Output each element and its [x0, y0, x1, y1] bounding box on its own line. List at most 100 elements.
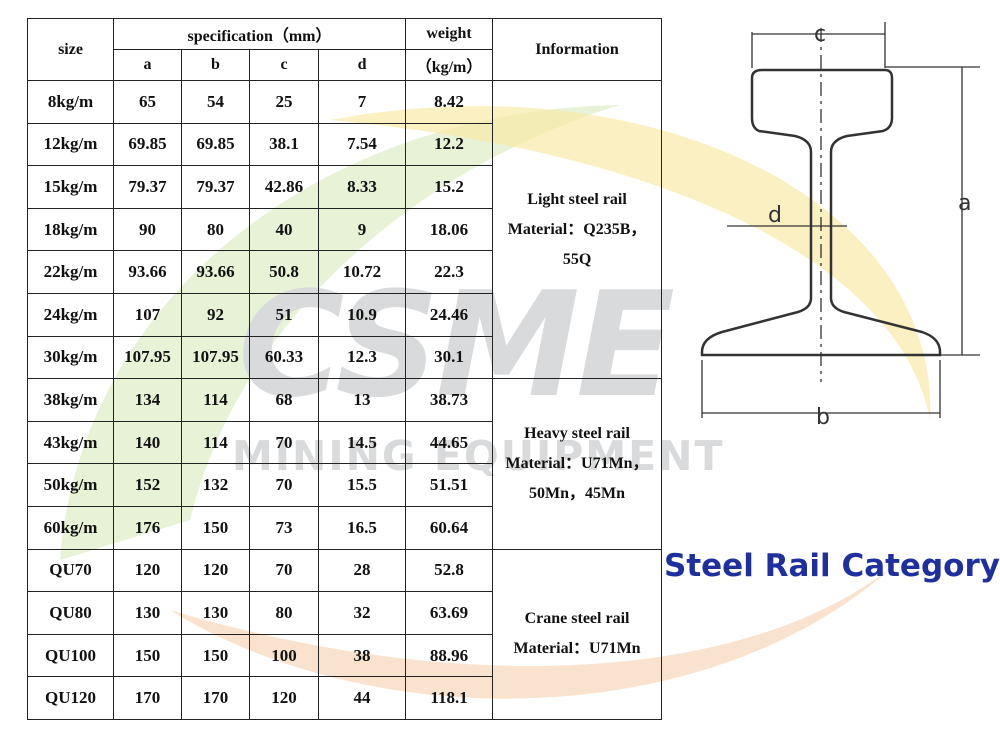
table-row: 30kg/m 107.95 107.95 60.33 12.3 30.1 [27, 335, 662, 380]
header-weight-unit: （kg/m） [405, 49, 494, 81]
header-size: size [27, 18, 114, 81]
table-row: 38kg/m 134 114 68 13 38.73 Heavy steel rail Mat… [27, 378, 663, 550]
cell-size: 24kg/m [27, 292, 114, 337]
cell-size: 50kg/m [27, 463, 114, 507]
cell-b: 132 [181, 463, 250, 507]
cell-c: 70 [249, 463, 319, 507]
cell-d: 32 [317, 591, 407, 635]
cell-size: 22kg/m [27, 250, 114, 294]
category-title: Steel Rail Category [664, 548, 1000, 584]
cell-a: 107.95 [113, 335, 182, 380]
cell-a: 152 [113, 463, 182, 507]
cell-a: 120 [113, 548, 182, 593]
cell-a: 150 [113, 633, 182, 678]
cell-b: 130 [181, 591, 250, 635]
cell-a: 134 [113, 378, 182, 422]
cell-size: 30kg/m [27, 335, 114, 380]
cell-weight: 24.46 [405, 292, 494, 337]
cell-a: 140 [113, 420, 182, 465]
cell-b: 80 [181, 207, 250, 252]
label-a: a [958, 191, 971, 216]
cell-a: 90 [113, 207, 182, 252]
cell-c: 70 [249, 548, 319, 593]
label-b: b [816, 405, 830, 430]
cell-d: 16.5 [317, 505, 407, 550]
cell-b: 120 [181, 548, 250, 593]
cell-d: 15.5 [317, 463, 407, 507]
cell-weight: 12.2 [405, 122, 494, 167]
rail-cross-section-diagram: c a d b [700, 22, 980, 430]
info-line2: Material：U71Mn [513, 640, 641, 658]
header-information: Information [492, 18, 663, 81]
table-row: QU80 130 130 80 32 63.69 [27, 591, 662, 635]
cell-b: 114 [181, 378, 250, 422]
cell-weight: 8.42 [405, 80, 494, 124]
cell-b: 69.85 [181, 122, 250, 167]
table-row: QU100 150 150 100 38 88.96 [27, 633, 662, 678]
cell-d: 8.33 [317, 165, 407, 209]
table-row: 24kg/m 107 92 51 10.9 24.46 [27, 292, 662, 337]
header-col-a: a [113, 49, 182, 81]
cell-weight: 52.8 [405, 548, 494, 593]
header-specification: specification（mm） [112, 18, 407, 50]
cell-c: 38.1 [249, 122, 319, 167]
cell-size: 60kg/m [27, 505, 114, 550]
info-group: Light steel rail Material：Q235B， 55Q [492, 79, 663, 380]
cell-a: 130 [113, 591, 182, 635]
table-row: 18kg/m 90 80 40 9 18.06 [27, 207, 662, 252]
cell-size: 8kg/m [27, 80, 114, 124]
cell-c: 60.33 [249, 335, 319, 380]
cell-weight: 63.69 [405, 591, 494, 635]
cell-c: 70 [249, 420, 319, 465]
info-line1: Heavy steel rail [524, 424, 630, 442]
cell-d: 14.5 [317, 420, 407, 465]
cell-a: 93.66 [113, 250, 182, 294]
cell-size: QU70 [27, 548, 114, 593]
info-line1: Crane steel rail [524, 610, 630, 628]
cell-size: QU80 [27, 591, 114, 635]
cell-b: 79.37 [181, 165, 250, 209]
cell-d: 10.72 [317, 250, 407, 294]
cell-weight: 30.1 [405, 335, 494, 380]
cell-a: 107 [113, 292, 182, 337]
cell-size: 43kg/m [27, 420, 114, 465]
yellow-swoosh [330, 106, 931, 420]
cell-d: 12.3 [317, 335, 407, 380]
cell-d: 38 [317, 633, 407, 678]
cell-b: 107.95 [181, 335, 250, 380]
cell-weight: 51.51 [405, 463, 494, 507]
header-weight: weight [405, 18, 494, 50]
header-col-b: b [181, 49, 250, 81]
cell-c: 80 [249, 591, 319, 635]
info-line2: Material：U71Mn， [505, 454, 649, 472]
cell-b: 92 [181, 292, 250, 337]
cell-c: 120 [249, 676, 319, 720]
cell-d: 13 [317, 378, 407, 422]
header-col-c: c [249, 49, 319, 81]
table-row: 15kg/m 79.37 79.37 42.86 8.33 15.2 [27, 165, 662, 209]
rail-spec-table: size specification（mm） weight Informatio… [27, 18, 663, 720]
cell-b: 54 [181, 80, 250, 124]
cell-d: 44 [317, 676, 407, 720]
table-row: 22kg/m 93.66 93.66 50.8 10.72 22.3 [27, 250, 662, 294]
table-row: 50kg/m 152 132 70 15.5 51.51 [27, 463, 662, 507]
cell-c: 25 [249, 80, 319, 124]
table-row: 60kg/m 176 150 73 16.5 60.64 [27, 505, 662, 550]
cell-weight: 22.3 [405, 250, 494, 294]
cell-c: 50.8 [249, 250, 319, 294]
cell-weight: 15.2 [405, 165, 494, 209]
cell-c: 73 [249, 505, 319, 550]
info-line3: 55Q [562, 250, 592, 268]
cell-d: 7 [317, 80, 407, 124]
cell-size: QU100 [27, 633, 114, 678]
cell-a: 176 [113, 505, 182, 550]
cell-b: 93.66 [181, 250, 250, 294]
info-group: Heavy steel rail Material：U71Mn， 50Mn，45Mn [492, 378, 663, 550]
cell-a: 170 [113, 676, 182, 720]
cell-weight: 18.06 [405, 207, 494, 252]
cell-c: 100 [249, 633, 319, 678]
cell-c: 42.86 [249, 165, 319, 209]
cell-d: 10.9 [317, 292, 407, 337]
cell-size: QU120 [27, 676, 114, 720]
cell-c: 68 [249, 378, 319, 422]
